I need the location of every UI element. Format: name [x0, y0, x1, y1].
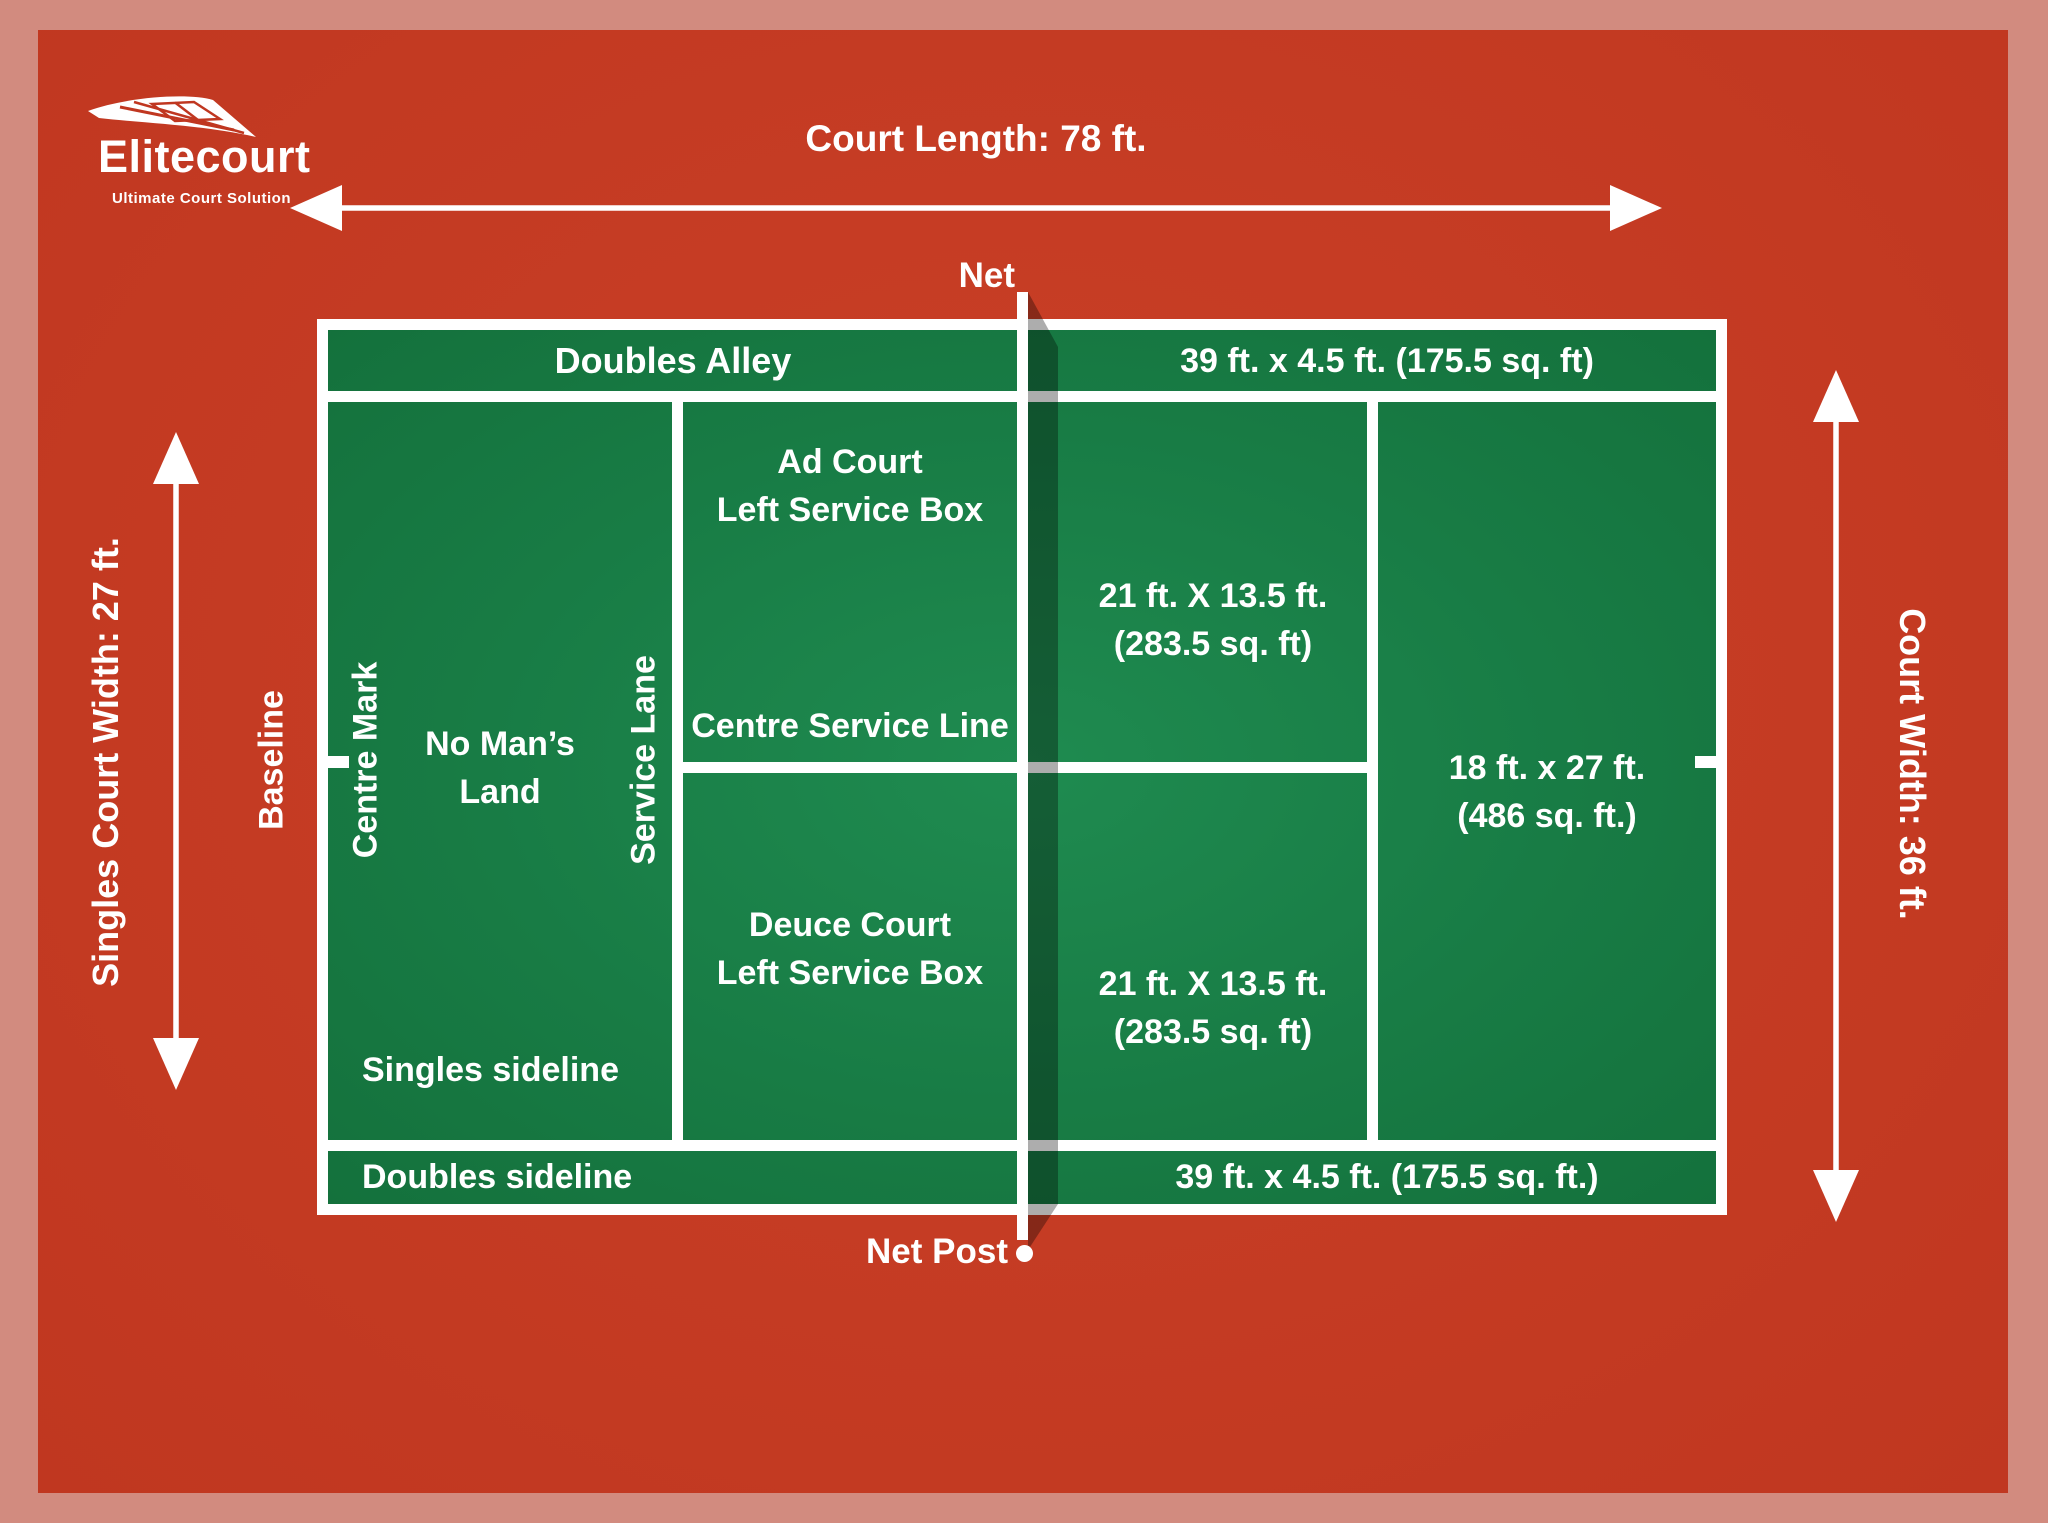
net-post-dot: [1016, 1245, 1033, 1262]
brand-logo-icon: [82, 92, 262, 146]
service-box-dimension-bottom: 21 ft. X 13.5 ft. (283.5 sq. ft): [1058, 960, 1368, 1057]
brand-name: Elitecourt: [98, 131, 311, 182]
deuce-court-line2: Left Service Box: [716, 954, 984, 993]
net-line: [1017, 292, 1028, 1240]
brand-tagline: Ultimate Court Solution: [112, 190, 291, 207]
court-width-label: Court Width: 36 ft.: [1892, 608, 1933, 920]
service-line-left: [672, 402, 683, 1140]
service-box-dim-line1: 21 ft. X 13.5 ft.: [1098, 577, 1328, 615]
backcourt-dim-line1: 18 ft. x 27 ft.: [1448, 749, 1646, 787]
service-box-dimension-top: 21 ft. X 13.5 ft. (283.5 sq. ft): [1058, 572, 1368, 669]
net-shadow: [1028, 292, 1058, 1250]
net-post-label: Net Post: [866, 1232, 1008, 1271]
centre-service-line-label: Centre Service Line: [691, 707, 1009, 745]
ad-court-line1: Ad Court: [777, 443, 923, 481]
no-mans-land-label: No Man’s Land: [328, 720, 672, 817]
ad-court-line2: Left Service Box: [716, 491, 984, 530]
centre-mark-tick-left: [328, 756, 349, 768]
deuce-court-line1: Deuce Court: [748, 906, 952, 944]
doubles-alley-label: Doubles Alley: [554, 340, 792, 382]
centre-mark-tick-right: [1695, 756, 1716, 768]
swoosh-court-icon: [88, 96, 256, 137]
deuce-court-service-box-label: Deuce Court Left Service Box: [683, 901, 1017, 998]
service-line-right: [1367, 402, 1378, 1140]
singles-court-width-arrow: [153, 432, 199, 1090]
court-length-label: Court Length: 78 ft.: [805, 118, 1147, 159]
service-lane-label: Service Lane: [624, 655, 663, 865]
singles-court-width-label: Singles Court Width: 27 ft.: [85, 537, 126, 987]
service-box-dim-line2: (283.5 sq. ft): [1113, 625, 1313, 664]
ad-court-service-box-label: Ad Court Left Service Box: [683, 438, 1017, 535]
backcourt-dimension-label: 18 ft. x 27 ft. (486 sq. ft.): [1378, 744, 1716, 841]
centre-mark-label: Centre Mark: [346, 661, 385, 859]
no-mans-land-text: No Man’s Land: [425, 725, 575, 812]
backcourt-dim-line2: (486 sq. ft.): [1457, 797, 1637, 836]
court-length-arrow: [290, 185, 1662, 231]
service-box-dim-line2: (283.5 sq. ft): [1113, 1013, 1313, 1052]
court-width-arrow: [1813, 370, 1859, 1222]
doubles-alley-dimension-bottom: 39 ft. x 4.5 ft. (175.5 sq. ft.): [1175, 1158, 1599, 1197]
baseline-label: Baseline: [252, 690, 291, 830]
doubles-alley-dimension-top: 39 ft. x 4.5 ft. (175.5 sq. ft): [1180, 341, 1594, 380]
doubles-sideline-label: Doubles sideline: [362, 1158, 633, 1197]
service-box-dim-line1: 21 ft. X 13.5 ft.: [1098, 965, 1328, 1003]
net-label: Net: [958, 256, 1015, 295]
singles-sideline-label: Singles sideline: [362, 1051, 619, 1089]
